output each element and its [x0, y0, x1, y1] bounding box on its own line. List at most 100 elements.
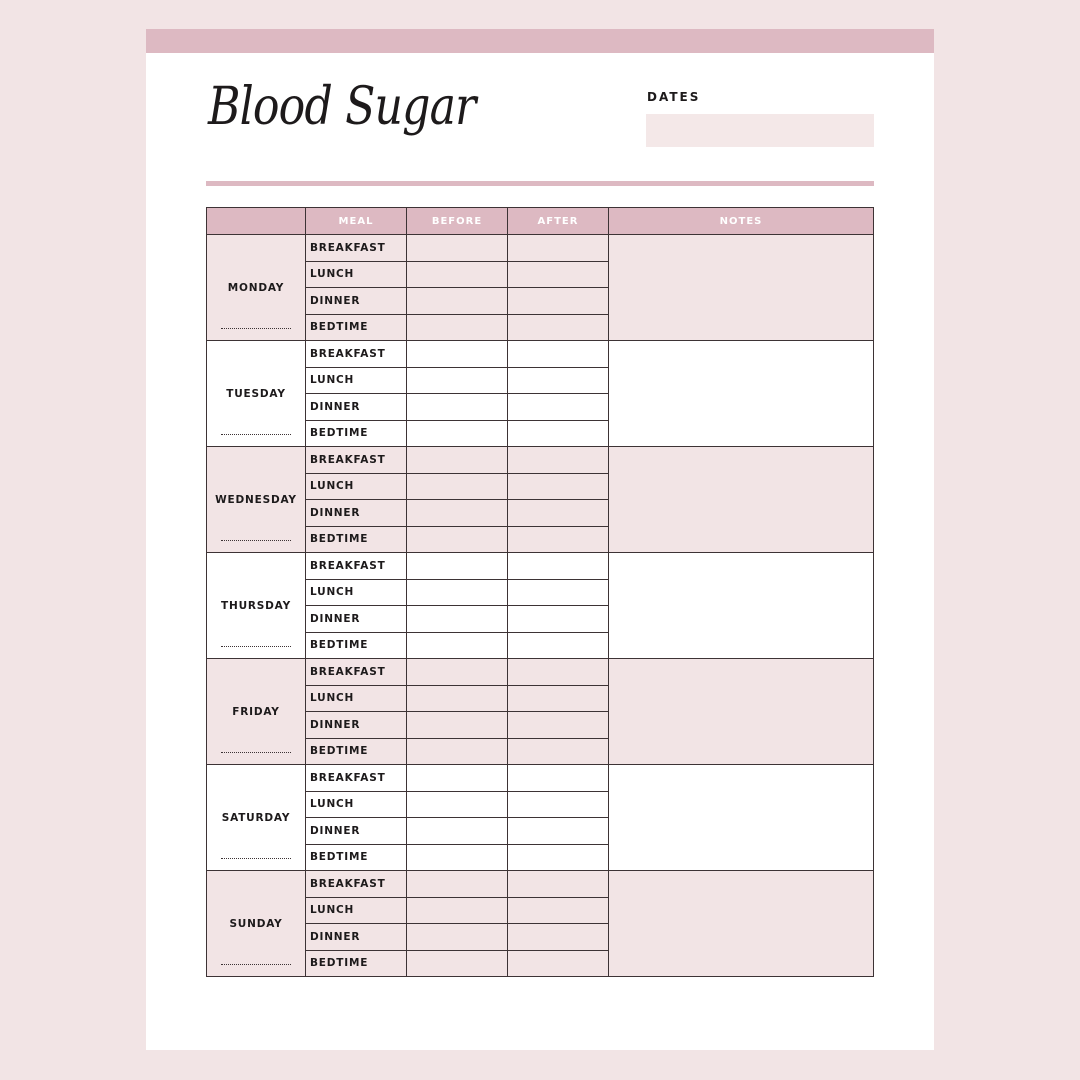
meal-header: MEAL	[305, 207, 407, 235]
after-cell[interactable]	[507, 896, 609, 924]
notes-cell[interactable]	[608, 764, 874, 871]
notes-cell[interactable]	[608, 870, 874, 977]
table-row: LUNCH	[207, 472, 874, 500]
date-line[interactable]	[221, 434, 291, 435]
before-cell[interactable]	[406, 340, 508, 368]
divider	[206, 181, 874, 186]
before-cell[interactable]	[406, 711, 508, 739]
meal-cell: DINNER	[305, 393, 407, 421]
after-cell[interactable]	[507, 605, 609, 633]
before-cell[interactable]	[406, 684, 508, 712]
meal-cell: BREAKFAST	[305, 552, 407, 580]
before-cell[interactable]	[406, 446, 508, 474]
notes-cell[interactable]	[608, 446, 874, 553]
after-cell[interactable]	[507, 658, 609, 686]
notes-cell[interactable]	[608, 340, 874, 447]
before-cell[interactable]	[406, 790, 508, 818]
notes-cell[interactable]	[608, 658, 874, 765]
after-cell[interactable]	[507, 525, 609, 553]
meal-cell: LUNCH	[305, 790, 407, 818]
table-row: FRIDAY BREAKFAST	[206, 658, 874, 765]
date-line[interactable]	[221, 858, 291, 859]
meal-cell: BREAKFAST	[305, 870, 407, 898]
date-line[interactable]	[221, 752, 291, 753]
after-cell[interactable]	[507, 234, 609, 262]
before-cell[interactable]	[406, 896, 508, 924]
before-cell[interactable]	[406, 499, 508, 527]
date-line[interactable]	[221, 646, 291, 647]
before-cell[interactable]	[406, 313, 508, 341]
after-cell[interactable]	[507, 923, 609, 951]
after-header: AFTER	[507, 207, 609, 235]
before-cell[interactable]	[406, 923, 508, 951]
after-cell[interactable]	[507, 472, 609, 500]
table-row: BEDTIME	[207, 419, 874, 447]
before-cell[interactable]	[406, 605, 508, 633]
meal-cell: LUNCH	[305, 684, 407, 712]
meal-cell: BEDTIME	[305, 737, 407, 765]
before-cell[interactable]	[406, 366, 508, 394]
day-label: SATURDAY	[221, 811, 291, 824]
table-row: SUNDAY BREAKFAST	[206, 870, 874, 977]
day-cell: TUESDAY	[206, 340, 306, 447]
after-cell[interactable]	[507, 870, 609, 898]
meal-cell: LUNCH	[305, 260, 407, 288]
dates-field[interactable]	[646, 114, 874, 147]
before-cell[interactable]	[406, 260, 508, 288]
after-cell[interactable]	[507, 366, 609, 394]
table-row: BEDTIME	[207, 525, 874, 553]
table-row: BEDTIME	[207, 631, 874, 659]
after-cell[interactable]	[507, 446, 609, 474]
after-cell[interactable]	[507, 711, 609, 739]
before-cell[interactable]	[406, 949, 508, 977]
before-cell[interactable]	[406, 658, 508, 686]
dates-label: DATES	[647, 90, 701, 104]
after-cell[interactable]	[507, 578, 609, 606]
notes-cell[interactable]	[608, 234, 874, 341]
notes-cell[interactable]	[608, 552, 874, 659]
after-cell[interactable]	[507, 552, 609, 580]
notes-header: NOTES	[608, 207, 874, 235]
after-cell[interactable]	[507, 393, 609, 421]
after-cell[interactable]	[507, 790, 609, 818]
after-cell[interactable]	[507, 817, 609, 845]
after-cell[interactable]	[507, 499, 609, 527]
after-cell[interactable]	[507, 737, 609, 765]
table-row: BEDTIME	[207, 843, 874, 871]
after-cell[interactable]	[507, 419, 609, 447]
before-cell[interactable]	[406, 393, 508, 421]
before-cell[interactable]	[406, 472, 508, 500]
day-label: SUNDAY	[229, 917, 283, 930]
before-cell[interactable]	[406, 631, 508, 659]
before-cell[interactable]	[406, 525, 508, 553]
after-cell[interactable]	[507, 684, 609, 712]
after-cell[interactable]	[507, 631, 609, 659]
table-row: DINNER	[207, 605, 874, 633]
after-cell[interactable]	[507, 340, 609, 368]
after-cell[interactable]	[507, 260, 609, 288]
table-row: BEDTIME	[207, 949, 874, 977]
after-cell[interactable]	[507, 764, 609, 792]
before-cell[interactable]	[406, 843, 508, 871]
before-cell[interactable]	[406, 552, 508, 580]
after-cell[interactable]	[507, 949, 609, 977]
before-cell[interactable]	[406, 419, 508, 447]
table-row: SATURDAY BREAKFAST	[206, 764, 874, 871]
before-cell[interactable]	[406, 287, 508, 315]
meal-cell: LUNCH	[305, 896, 407, 924]
after-cell[interactable]	[507, 287, 609, 315]
after-cell[interactable]	[507, 843, 609, 871]
before-cell[interactable]	[406, 764, 508, 792]
before-cell[interactable]	[406, 870, 508, 898]
after-cell[interactable]	[507, 313, 609, 341]
date-line[interactable]	[221, 540, 291, 541]
blood-sugar-table: MEAL BEFORE AFTER NOTES MONDAY BREAKFAST LUNC…	[206, 207, 874, 977]
date-line[interactable]	[221, 328, 291, 329]
before-cell[interactable]	[406, 817, 508, 845]
before-cell[interactable]	[406, 578, 508, 606]
meal-cell: BEDTIME	[305, 843, 407, 871]
before-cell[interactable]	[406, 234, 508, 262]
table-row: WEDNESDAY BREAKFAST	[206, 446, 874, 553]
date-line[interactable]	[221, 964, 291, 965]
before-cell[interactable]	[406, 737, 508, 765]
